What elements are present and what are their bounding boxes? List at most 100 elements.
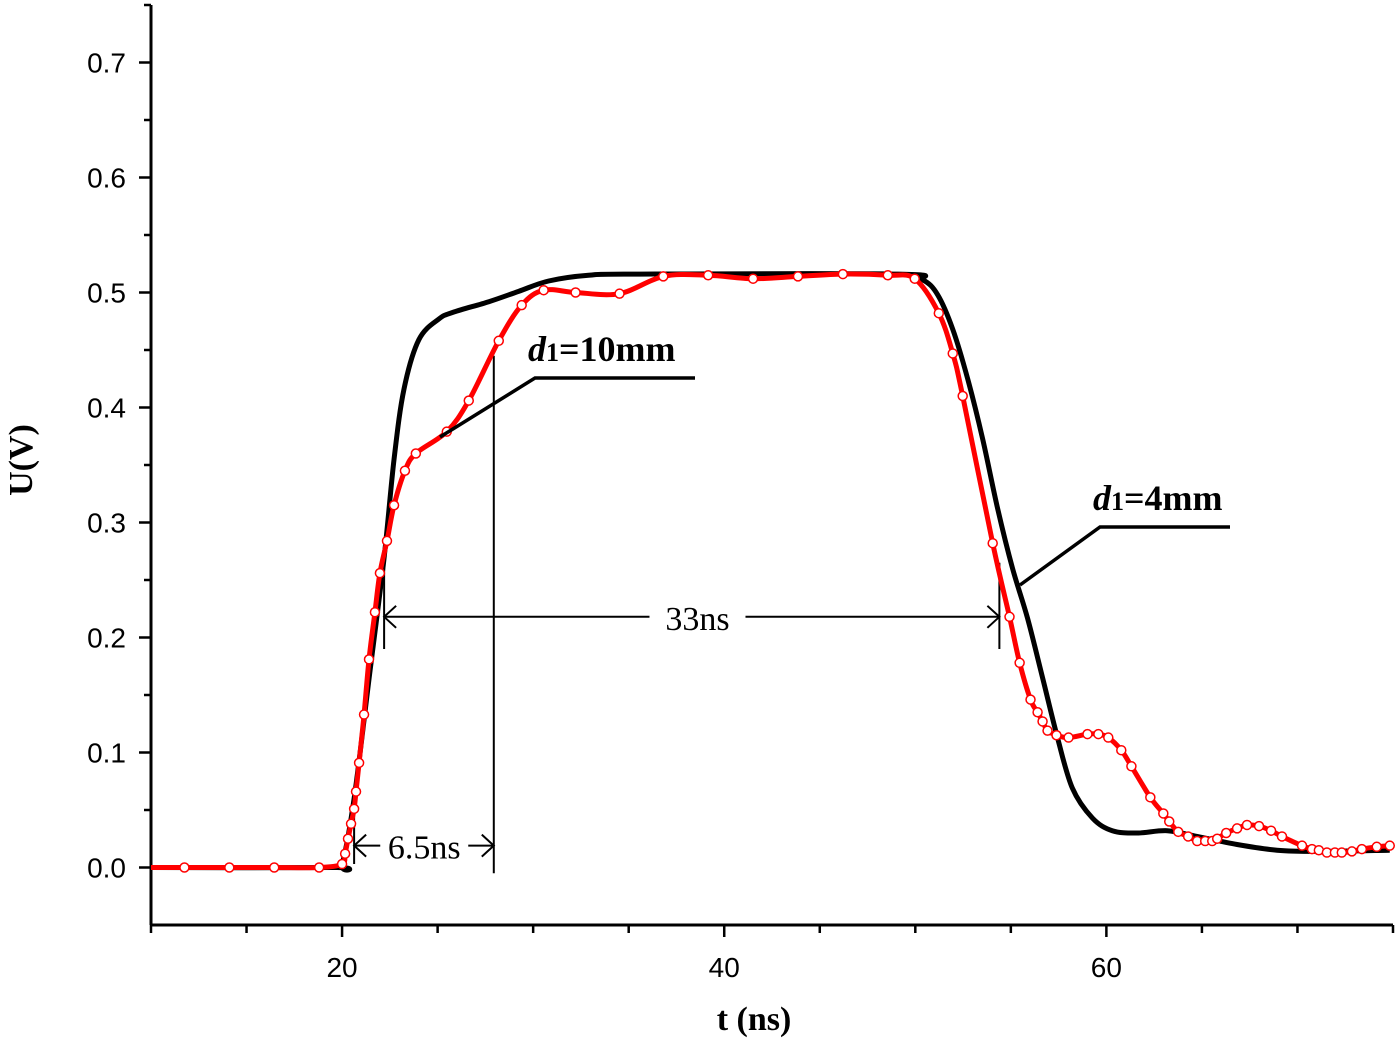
annotations: 33ns 6.5ns	[352, 355, 1001, 874]
data-point-marker	[224, 862, 235, 873]
data-point-marker	[1220, 827, 1232, 839]
data-point-marker	[1172, 826, 1184, 838]
data-point-marker	[336, 858, 348, 870]
series-line-d1-10mm	[151, 271, 1390, 871]
data-point-marker	[1296, 840, 1308, 851]
data-point-marker	[792, 271, 804, 282]
data-point-marker	[463, 395, 475, 406]
data-point-marker	[410, 448, 422, 459]
leader-line-d1-10mm	[439, 376, 695, 439]
data-point-marker	[369, 606, 381, 618]
data-point-marker	[1004, 611, 1015, 623]
data-point-marker	[1384, 840, 1396, 851]
data-point-marker	[1051, 730, 1062, 741]
data-point-marker	[1163, 816, 1175, 827]
data-point-marker	[1126, 761, 1137, 772]
leader-line-d1-4mm	[1018, 525, 1230, 587]
duration-33ns-label: 33ns	[665, 601, 729, 638]
data-point-marker	[1356, 843, 1368, 855]
data-point-marker	[1182, 831, 1194, 842]
series-label-part: d	[528, 329, 547, 369]
data-point-marker	[350, 786, 362, 797]
data-point-marker	[1093, 728, 1104, 740]
y-axis-title: U(V)	[3, 424, 40, 496]
y-tick-label: 0.3	[87, 508, 126, 539]
data-point-marker	[268, 862, 280, 873]
data-point-marker	[747, 273, 759, 284]
data-point-marker	[1037, 716, 1048, 727]
data-point-marker	[658, 271, 669, 282]
data-point-marker	[702, 270, 714, 281]
data-point-marker	[1025, 694, 1036, 705]
data-point-marker	[493, 335, 505, 347]
axes: 20 40 60 0.0 0.1 0.2 0.3 0.4 0.5 0.6 0.7	[87, 3, 1395, 983]
label-background	[380, 823, 469, 864]
data-point-marker	[313, 862, 325, 873]
data-point-marker	[381, 535, 393, 547]
data-point-marker	[957, 390, 968, 402]
data-point-marker	[1265, 825, 1277, 836]
data-point-marker	[570, 287, 581, 298]
data-point-marker	[614, 288, 625, 299]
series-label-d1-4mm: d1=4mm	[1093, 478, 1223, 518]
data-point-marker	[516, 299, 527, 311]
data-point-marker	[1145, 792, 1156, 803]
data-point-marker	[179, 862, 190, 873]
series-label-part: d	[1093, 478, 1112, 518]
data-point-marker	[399, 465, 411, 476]
y-tick-label: 0.0	[87, 853, 126, 884]
data-point-marker	[538, 284, 549, 296]
label-background	[649, 594, 746, 635]
y-tick-label: 0.6	[87, 163, 126, 194]
duration-6-5ns-label: 6.5ns	[388, 830, 461, 867]
data-point-marker	[909, 273, 920, 284]
data-point-marker	[1042, 725, 1053, 736]
data-point-marker	[882, 270, 894, 281]
data-point-marker	[947, 348, 959, 359]
data-point-marker	[1336, 847, 1348, 858]
data-point-marker	[358, 709, 370, 720]
data-point-marker	[987, 537, 998, 549]
data-point-marker	[353, 757, 365, 769]
data-point-marker	[363, 654, 375, 665]
data-point-marker	[1276, 831, 1288, 842]
data-point-marker	[342, 833, 354, 844]
data-point-marker	[1253, 820, 1265, 832]
data-point-marker	[339, 848, 351, 859]
data-point-marker	[1231, 823, 1243, 834]
x-tick-label: 20	[326, 952, 357, 983]
data-point-marker	[1346, 846, 1358, 857]
y-tick-label: 0.1	[87, 738, 126, 769]
arrowhead-left-icon	[352, 833, 367, 858]
data-point-marker	[837, 268, 849, 280]
x-tick-label: 60	[1091, 952, 1122, 983]
data-point-marker	[1116, 744, 1127, 756]
y-tick-label: 0.7	[87, 48, 126, 79]
data-point-marker	[1241, 819, 1253, 831]
data-point-marker	[1211, 833, 1223, 844]
data-point-marker	[1063, 732, 1074, 743]
data-point-marker	[1158, 808, 1169, 819]
data-point-marker	[374, 567, 386, 579]
series-label-part: =10mm	[559, 329, 676, 369]
arrowhead-right-icon	[986, 605, 1001, 629]
x-axis-title: t (ns)	[717, 1001, 792, 1038]
data-point-marker	[1032, 707, 1043, 718]
series-label-part: =4mm	[1124, 478, 1223, 518]
y-tick-label: 0.4	[87, 393, 126, 424]
arrowhead-left-icon	[382, 605, 397, 629]
series-layer	[150, 268, 1396, 873]
series-line-d1-4mm	[150, 271, 1390, 873]
y-tick-label: 0.5	[87, 278, 126, 309]
arrowhead-right-icon	[481, 833, 496, 858]
data-point-marker	[1014, 657, 1025, 669]
data-point-marker	[1103, 732, 1114, 743]
data-point-marker	[348, 803, 360, 815]
series-label-d1-10mm: d1=10mm	[528, 329, 676, 369]
data-point-marker	[1371, 841, 1383, 853]
y-tick-label: 0.2	[87, 623, 126, 654]
series-labels: d1=10mm d1=4mm	[439, 329, 1230, 587]
data-point-marker	[933, 307, 945, 319]
x-tick-label: 40	[709, 952, 740, 983]
